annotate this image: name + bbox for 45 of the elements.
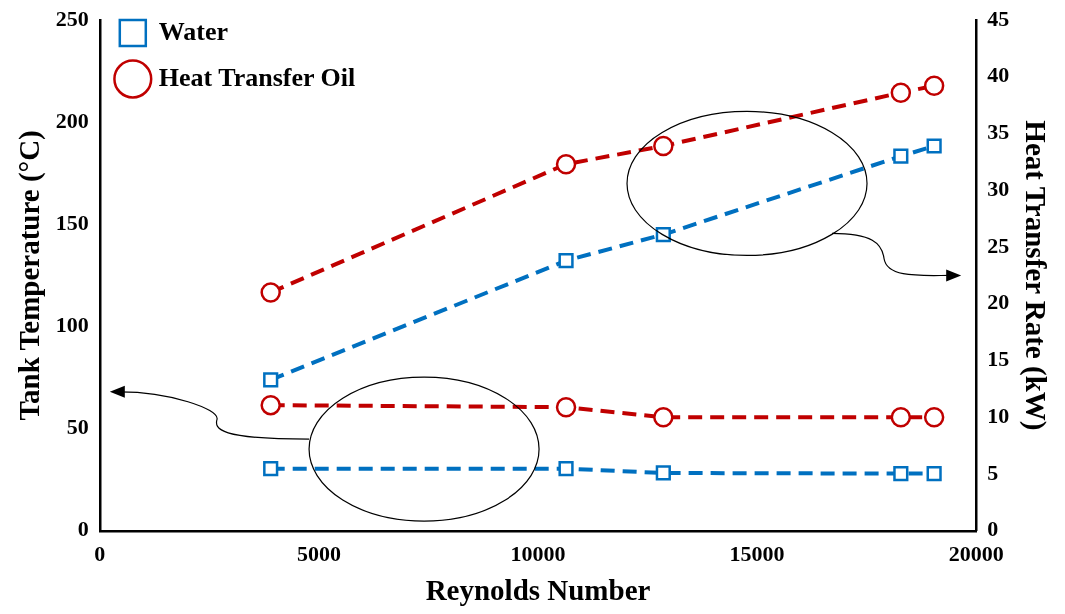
x-tick-label: 0 xyxy=(94,540,106,566)
point xyxy=(653,135,674,157)
y-tick-label: 150 xyxy=(55,210,89,236)
point xyxy=(263,372,279,388)
y2-tick-label: 0 xyxy=(987,516,999,542)
x-tick-label: 10000 xyxy=(510,540,566,566)
point xyxy=(893,465,909,482)
y2-tick-label: 30 xyxy=(987,175,1010,201)
point xyxy=(923,406,945,428)
point xyxy=(655,465,671,481)
y-tick-label: 250 xyxy=(55,5,89,31)
x-axis-title: Reynolds Number xyxy=(425,574,651,607)
legend-label: Water xyxy=(158,16,229,46)
point xyxy=(890,406,912,428)
point xyxy=(926,138,942,154)
y2-tick-label: 40 xyxy=(987,62,1010,88)
point xyxy=(555,396,577,418)
y2-tick-label: 45 xyxy=(987,5,1010,31)
y-tick-label: 200 xyxy=(55,107,89,133)
point xyxy=(555,153,577,175)
y2-tick-label: 35 xyxy=(987,119,1010,145)
y-tick-label: 50 xyxy=(66,414,89,440)
y2-tick-label: 5 xyxy=(987,459,999,485)
x-tick-label: 20000 xyxy=(948,540,1004,566)
y-tick-label: 100 xyxy=(55,312,89,338)
y2-tick-label: 15 xyxy=(987,346,1010,372)
point xyxy=(653,406,674,428)
point xyxy=(260,282,281,303)
point xyxy=(260,394,281,416)
point xyxy=(558,253,574,269)
legend-label: Heat Transfer Oil xyxy=(158,62,356,92)
point xyxy=(890,82,912,103)
point xyxy=(893,148,909,164)
point xyxy=(558,461,574,477)
point xyxy=(263,461,279,477)
x-tick-label: 5000 xyxy=(296,540,341,566)
point xyxy=(923,75,945,97)
y2-tick-label: 25 xyxy=(987,232,1010,258)
y2-tick-label: 20 xyxy=(987,289,1010,315)
y-axis-title: Tank Temperature (°C) xyxy=(12,130,46,421)
point xyxy=(926,465,942,482)
y2-tick-label: 10 xyxy=(987,402,1010,428)
y-tick-label: 0 xyxy=(77,516,89,542)
y2-axis-title: Heat Transfer Rate (kW) xyxy=(1019,120,1053,431)
x-tick-label: 15000 xyxy=(729,540,785,566)
